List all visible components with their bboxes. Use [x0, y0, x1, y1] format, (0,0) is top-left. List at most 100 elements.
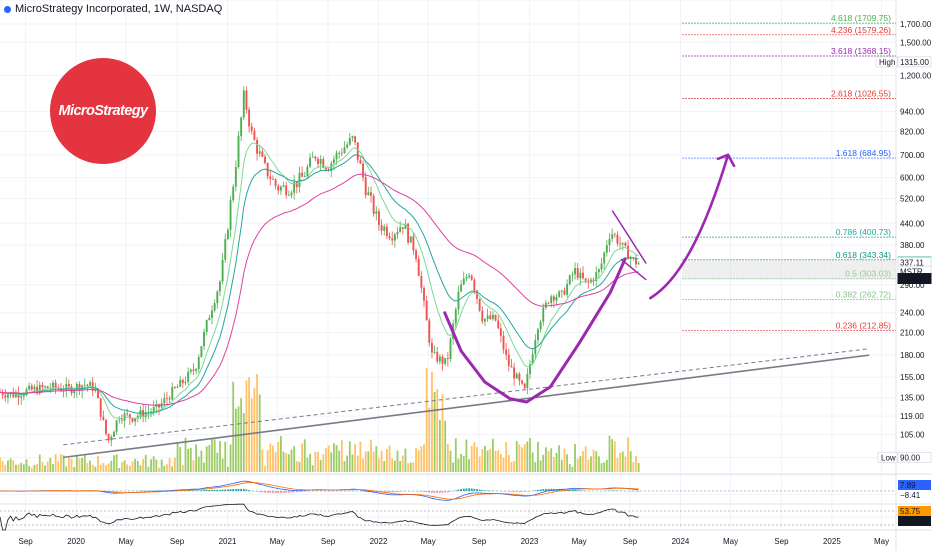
candle-body	[619, 243, 622, 245]
macd-histogram-bar	[216, 489, 219, 491]
macd-histogram-bar	[399, 491, 402, 492]
price-axis-tick: 700.00	[900, 151, 925, 160]
volume-bar	[41, 461, 44, 472]
candle-body	[245, 90, 248, 110]
volume-bar	[452, 462, 455, 472]
candle-body	[560, 290, 563, 292]
volume-bar	[245, 380, 248, 472]
volume-bar	[518, 444, 521, 472]
volume-bar	[147, 466, 150, 472]
candle-body	[213, 303, 216, 311]
macd-histogram-bar	[542, 489, 545, 491]
candle-body	[203, 331, 205, 347]
volume-bar	[587, 459, 590, 472]
candle-body	[605, 245, 608, 253]
volume-bar	[481, 448, 484, 472]
volume-bar	[478, 456, 481, 472]
price-label-text: 337.11	[900, 259, 924, 268]
volume-bar	[256, 374, 258, 472]
candle-body	[481, 310, 484, 322]
macd-histogram-bar	[372, 491, 375, 493]
candle-body	[473, 279, 476, 291]
candle-body	[234, 166, 237, 187]
macd-histogram-bar	[277, 491, 280, 494]
volume-bar	[362, 458, 364, 472]
volume-bar	[86, 463, 89, 472]
volume-bar	[346, 455, 349, 472]
macd-histogram-bar	[375, 491, 378, 493]
macd-histogram-bar	[423, 491, 425, 493]
candle-body	[576, 268, 579, 279]
time-axis-tick: Sep	[623, 537, 638, 546]
candle-body	[97, 389, 99, 399]
volume-bar	[340, 440, 343, 472]
volume-bar	[367, 451, 370, 472]
candle-body	[423, 287, 425, 301]
price-label-text: 1315.00	[900, 58, 929, 67]
volume-bar	[629, 451, 632, 472]
volume-bar	[115, 454, 118, 472]
macd-histogram-bar	[545, 488, 547, 491]
candle-body	[436, 351, 439, 362]
candle-body	[17, 393, 20, 398]
volume-bar	[181, 465, 184, 472]
volume-bar	[325, 448, 327, 472]
macd-histogram-bar	[571, 489, 574, 491]
candle-body	[272, 179, 274, 180]
candle-body	[120, 419, 123, 421]
candle-body	[552, 296, 555, 301]
candle-body	[513, 367, 516, 379]
candle-body	[7, 394, 9, 398]
volume-bar	[195, 444, 197, 472]
candle-body	[486, 315, 489, 319]
volume-bar	[401, 455, 404, 472]
rsi-value-a-box	[898, 506, 931, 516]
macd-histogram-bar	[537, 489, 539, 491]
volume-bar	[0, 457, 1, 472]
volume-bar	[489, 448, 492, 472]
volume-bar	[383, 461, 386, 472]
macd-histogram-bar	[441, 491, 444, 493]
candle-body	[240, 117, 243, 137]
candle-body	[510, 366, 513, 368]
volume-bar	[46, 461, 49, 472]
candle-body	[502, 335, 505, 350]
volume-bar	[465, 439, 468, 472]
volume-bar	[232, 381, 235, 472]
volume-bar	[139, 465, 142, 472]
macd-histogram-bar	[462, 488, 465, 491]
volume-bar	[144, 454, 147, 472]
volume-bar	[248, 377, 250, 472]
volume-bar	[457, 458, 460, 472]
macd-histogram-bar	[213, 489, 216, 491]
volume-bar	[261, 449, 264, 472]
candle-body	[340, 152, 343, 154]
volume-bar	[4, 464, 7, 472]
volume-bar	[431, 371, 433, 472]
macd-histogram-bar	[611, 490, 614, 491]
volume-bar	[537, 441, 539, 472]
volume-bar	[99, 464, 102, 472]
macd-histogram-bar	[574, 489, 576, 491]
candle-body	[38, 384, 41, 394]
volume-bar	[7, 460, 9, 472]
volume-bar	[272, 445, 274, 472]
time-axis-tick: Sep	[774, 537, 789, 546]
candle-body	[317, 158, 319, 164]
volume-bar	[507, 454, 510, 472]
volume-bar	[121, 462, 123, 472]
volume-bar	[205, 446, 208, 472]
volume-bar	[343, 461, 346, 472]
candle-body	[470, 275, 473, 280]
volume-bar	[460, 453, 462, 472]
volume-bar	[584, 446, 587, 472]
macd-histogram-bar	[637, 491, 640, 492]
volume-bar	[600, 463, 603, 472]
candle-body	[348, 137, 351, 145]
candle-body	[197, 357, 200, 370]
macd-histogram-bar	[513, 491, 515, 492]
candle-body	[211, 310, 213, 318]
price-label-text: MSTR	[900, 267, 923, 276]
volume-bar	[221, 458, 224, 472]
